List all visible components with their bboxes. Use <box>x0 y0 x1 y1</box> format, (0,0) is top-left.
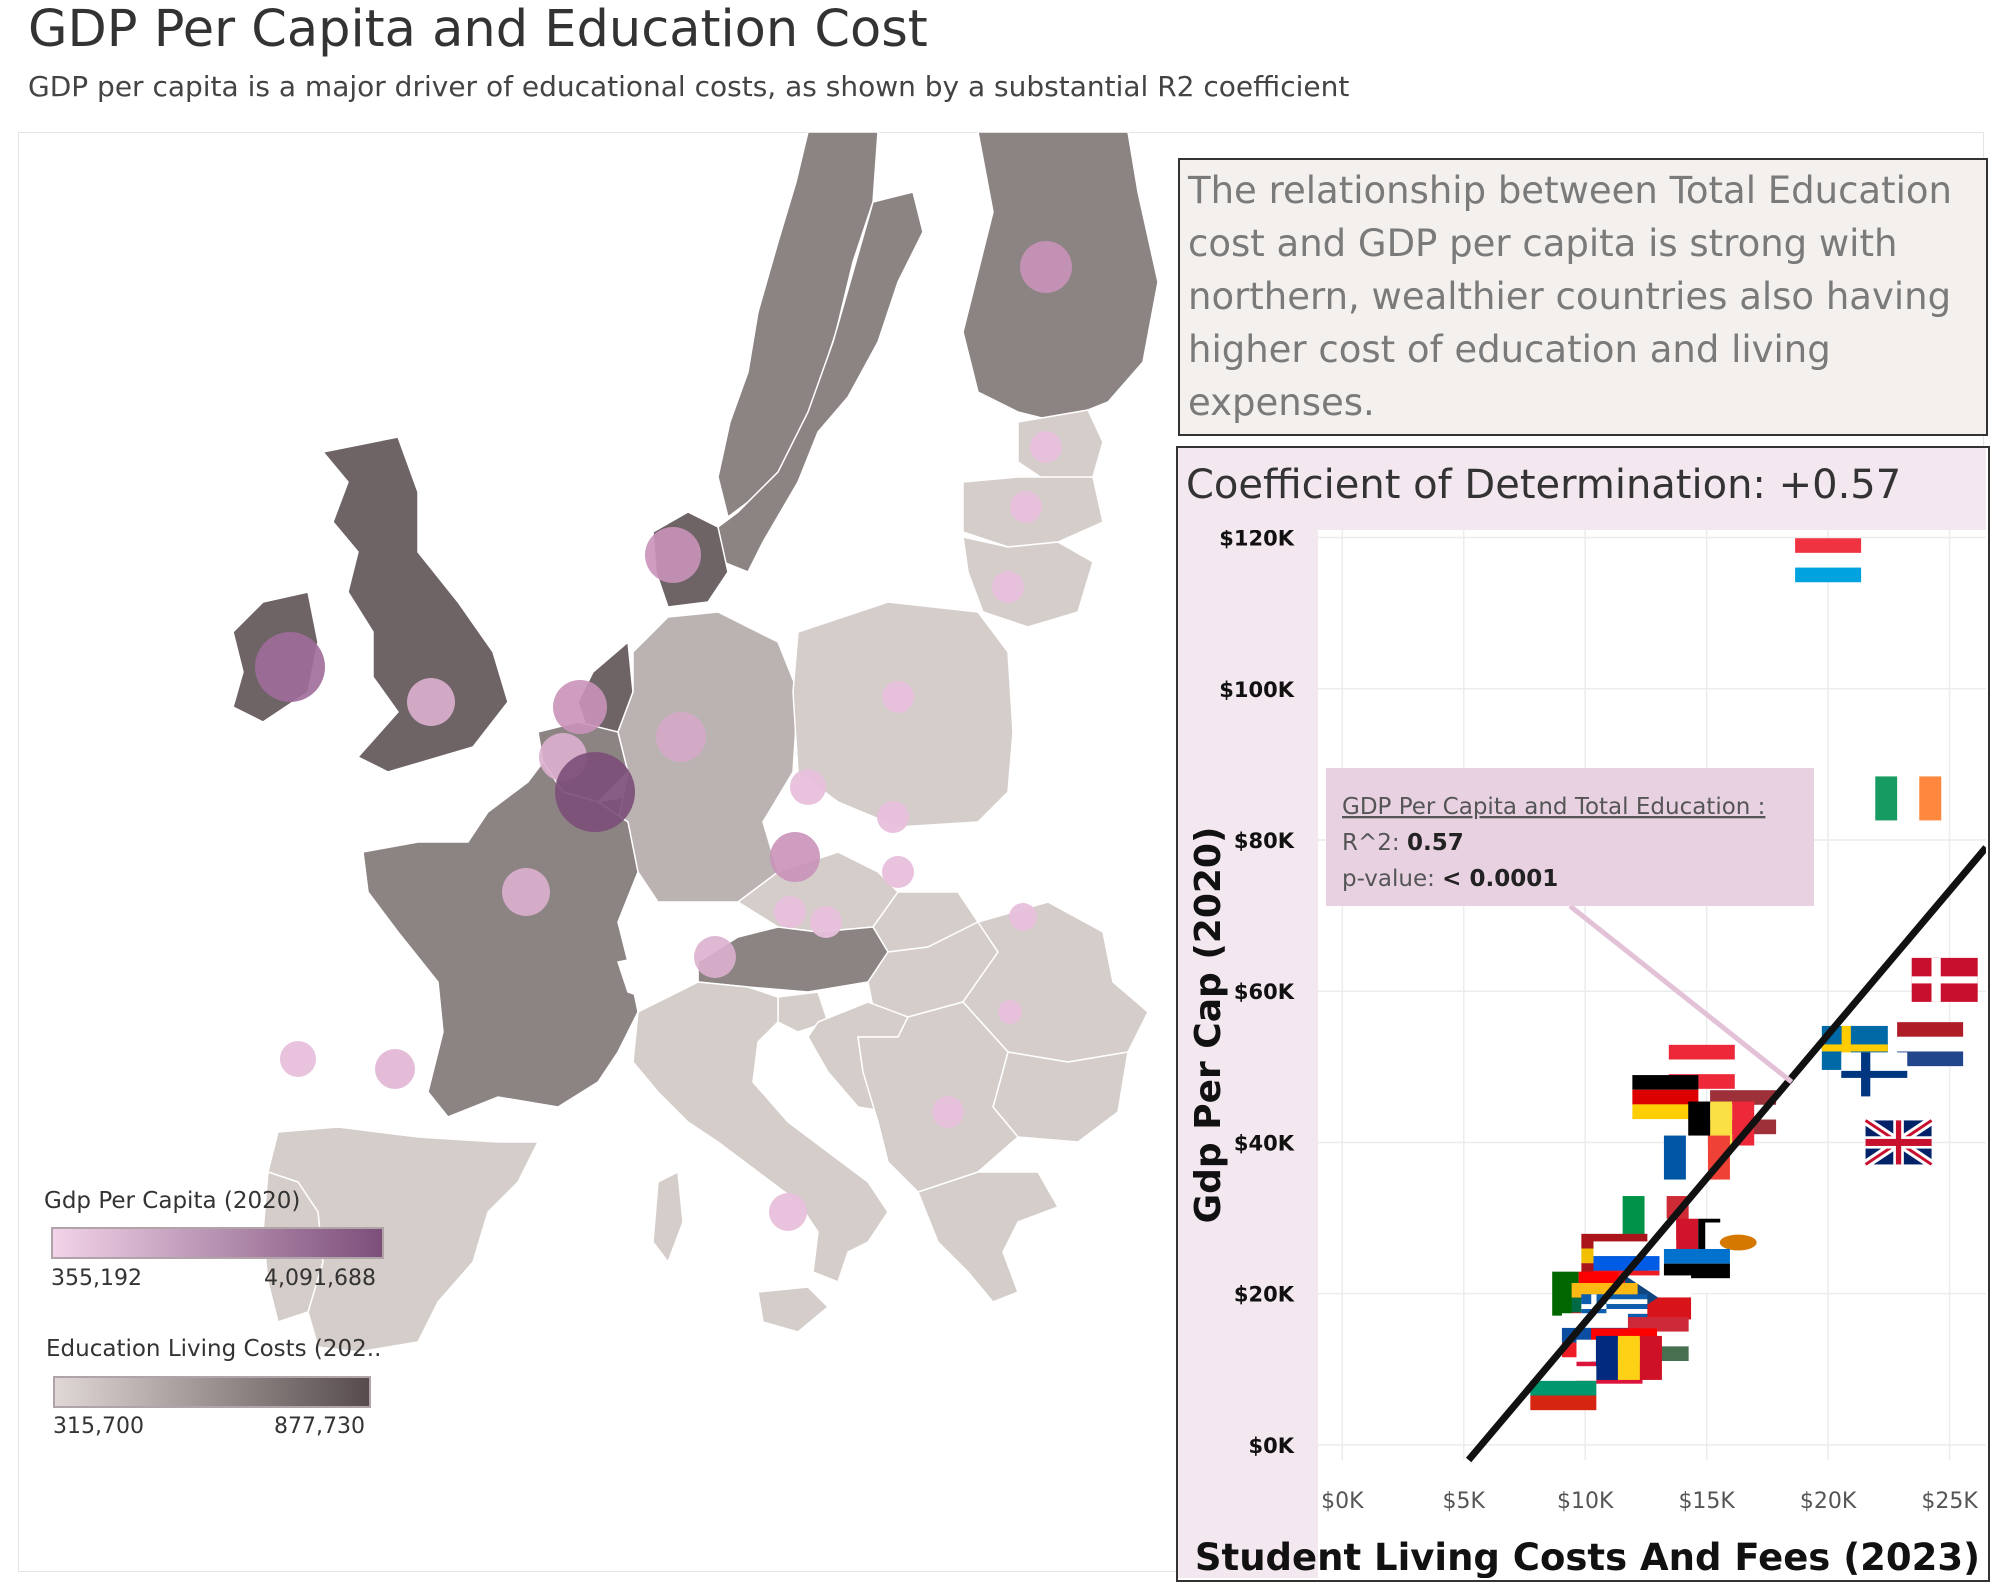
flag-point-belgium[interactable] <box>1688 1101 1755 1146</box>
country-sardinia[interactable] <box>652 1170 684 1264</box>
y-tick-label: $120K <box>1219 530 1294 551</box>
legend-cost-max: 877,730 <box>274 1414 365 1439</box>
tooltip-box[interactable] <box>1326 768 1814 906</box>
x-axis-label: Student Living Costs And Fees (2023) <box>1195 1536 1980 1578</box>
y-axis-band <box>1178 530 1318 1578</box>
flag-point-uk[interactable] <box>1863 1116 1935 1169</box>
flag-point-netherlands[interactable] <box>1897 1022 1964 1067</box>
country-switzerland[interactable] <box>617 951 699 1003</box>
flag-point-germany[interactable] <box>1632 1075 1699 1120</box>
country-bulgaria[interactable] <box>992 1051 1129 1143</box>
y-tick-label: $0K <box>1249 1434 1295 1458</box>
bubble-romania[interactable] <box>1009 903 1037 931</box>
x-tick-label: $25K <box>1921 1489 1978 1514</box>
legend-gdp-max: 4,091,688 <box>264 1266 376 1291</box>
flag-point-finland[interactable] <box>1841 1052 1908 1097</box>
bubble-slovakia[interactable] <box>877 801 909 833</box>
bubble-denmark[interactable] <box>645 527 701 583</box>
x-tick-label: $10K <box>1557 1489 1614 1514</box>
bubble-croatia[interactable] <box>810 906 842 938</box>
bubble-spain[interactable] <box>375 1049 415 1089</box>
country-italy[interactable] <box>632 981 889 1283</box>
country-sweden[interactable] <box>717 191 924 573</box>
bubble-poland[interactable] <box>882 681 914 713</box>
y-tick-label: $60K <box>1234 980 1295 1004</box>
flag-point-ireland[interactable] <box>1875 776 1942 821</box>
bubble-bulgaria[interactable] <box>998 1000 1022 1024</box>
country-poland[interactable] <box>792 601 1014 828</box>
bubble-austria[interactable] <box>770 832 820 882</box>
country-france[interactable] <box>362 760 639 1118</box>
country-greece[interactable] <box>917 1171 1060 1303</box>
bubble-estonia[interactable] <box>1030 431 1062 463</box>
y-tick-label: $20K <box>1234 1283 1295 1307</box>
flag-point-luxembourg[interactable] <box>1795 538 1862 583</box>
trend-line <box>1465 845 1986 1463</box>
bubble-luxembourg[interactable] <box>555 752 635 832</box>
legend-cost-min: 315,700 <box>53 1414 144 1439</box>
flag-point-estonia[interactable] <box>1663 1248 1730 1293</box>
bubble-france[interactable] <box>502 868 550 916</box>
y-axis-label: Gdp Per Cap (2020) <box>1188 827 1229 1224</box>
country-sicily[interactable] <box>757 1286 830 1333</box>
x-tick-label: $15K <box>1678 1489 1735 1514</box>
bubble-malta[interactable] <box>769 1193 807 1231</box>
bubble-slovenia[interactable] <box>774 896 806 928</box>
bubble-latvia[interactable] <box>1010 491 1042 523</box>
x-tick-label: $20K <box>1800 1489 1857 1514</box>
y-tick-label: $80K <box>1234 829 1295 853</box>
country-norway[interactable] <box>717 132 879 519</box>
legend-cost-gradient <box>53 1376 371 1408</box>
flag-point-romania[interactable] <box>1595 1335 1662 1380</box>
tooltip-connector <box>1568 904 1794 1084</box>
bubble-portugal[interactable] <box>280 1041 316 1077</box>
x-tick-label: $0K <box>1321 1489 1364 1514</box>
page-subtitle: GDP per capita is a major driver of educ… <box>28 70 1350 103</box>
bubble-italy[interactable] <box>694 936 736 978</box>
bubble-finland[interactable] <box>1020 241 1072 293</box>
bubble-ireland[interactable] <box>255 632 325 702</box>
chart-header: Coefficient of Determination: +0.57 <box>1178 448 1986 530</box>
europe-map[interactable] <box>18 132 1178 1572</box>
scatter-chart-panel: Coefficient of Determination: +0.57 $0K $… <box>1176 446 1990 1582</box>
bubble-netherlands[interactable] <box>553 680 607 734</box>
bubble-germany[interactable] <box>656 712 706 762</box>
legend-gdp-title: Gdp Per Capita (2020) <box>44 1188 301 1214</box>
legend-cost-title: Education Living Costs (202.. <box>46 1336 382 1362</box>
legend-gdp-gradient <box>51 1227 384 1259</box>
bubble-uk[interactable] <box>407 678 455 726</box>
y-tick-label: $40K <box>1234 1131 1295 1155</box>
page-title: GDP Per Capita and Education Cost <box>28 0 928 59</box>
flag-point-denmark[interactable] <box>1911 957 1978 1002</box>
insight-note-text: The relationship between Total Education… <box>1188 169 1952 424</box>
insight-note: The relationship between Total Education… <box>1178 158 1988 436</box>
bubble-lithuania[interactable] <box>992 571 1024 603</box>
tooltip-pvalue: p-value: < 0.0001 <box>1342 866 1558 892</box>
chart-title: Coefficient of Determination: +0.57 <box>1186 462 1902 508</box>
country-balkans[interactable] <box>857 1001 1020 1193</box>
tooltip-r2: R^2: 0.57 <box>1342 830 1464 856</box>
bubble-hungary[interactable] <box>882 856 914 888</box>
x-tick-label: $5K <box>1443 1489 1486 1514</box>
country-lithuania[interactable] <box>962 536 1094 628</box>
y-tick-label: $100K <box>1219 678 1294 702</box>
country-uk[interactable] <box>321 436 509 773</box>
bubble-greece[interactable] <box>932 1096 964 1128</box>
legend-gdp-min: 355,192 <box>51 1266 142 1291</box>
tooltip-title: GDP Per Capita and Total Education : <box>1342 794 1765 820</box>
bubble-czechia[interactable] <box>790 769 826 805</box>
scatter-chart[interactable]: $0K $5K $10K $15K $20K $25K $0K $20K $40K $60K $80… <box>1178 530 1986 1578</box>
